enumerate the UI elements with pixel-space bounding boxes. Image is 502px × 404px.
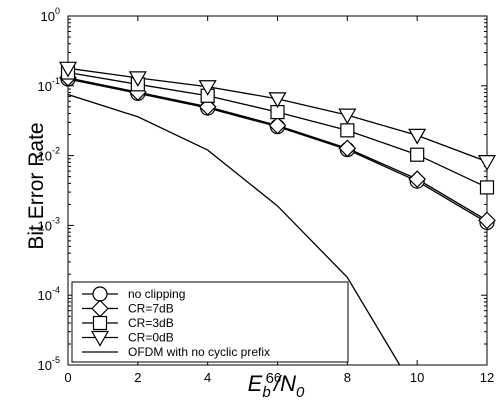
- x-tick-label: 0: [64, 370, 71, 385]
- data-point-series-2: [340, 123, 355, 138]
- data-point-series-3: [128, 71, 147, 88]
- data-point-series-3: [58, 61, 78, 78]
- y-axis-label: Bit Error Rate: [25, 122, 48, 249]
- data-point-series-3: [338, 108, 357, 125]
- data-point-series-1: [338, 139, 357, 158]
- data-point-series-3: [268, 92, 287, 109]
- y-tick-label: 10-4: [38, 285, 60, 303]
- x-tick-label: 4: [204, 370, 211, 385]
- x-tick-label: 8: [344, 370, 351, 385]
- y-tick-label: 10-5: [38, 355, 60, 373]
- legend-marker: [92, 286, 108, 302]
- data-point-series-2: [479, 180, 495, 195]
- data-point-series-1: [268, 116, 287, 135]
- x-tick-label: 10: [410, 370, 424, 385]
- legend-item: OFDM with no cyclic prefix: [82, 345, 270, 359]
- legend-box: [71, 281, 349, 363]
- legend-label: OFDM with no cyclic prefix: [128, 345, 270, 359]
- legend-item: no clipping: [82, 286, 185, 302]
- x-tick-label: 6: [274, 370, 281, 385]
- plot-layer: 0 2 4 6 8 10 12 100 10-1 10-2 10-3 10-4 10-5 no clipp…: [38, 6, 497, 385]
- legend-label: CR=3dB: [128, 316, 174, 330]
- legend-item: CR=3dB: [82, 315, 174, 331]
- legend-label: CR=0dB: [128, 331, 174, 345]
- y-tick-label: 100: [41, 6, 60, 24]
- series-line-4: [68, 93, 401, 365]
- data-point-series-1: [408, 170, 427, 188]
- data-point-series-3: [477, 155, 497, 171]
- data-point-series-1: [478, 211, 496, 230]
- legend-marker: [90, 330, 110, 347]
- x-tick-label: 12: [480, 370, 494, 385]
- x-axis-label: Eb6/N0: [248, 370, 305, 401]
- y-tick-label: 10-3: [38, 215, 60, 233]
- legend-label: CR=7dB: [128, 302, 174, 316]
- legend-marker: [92, 315, 108, 331]
- x-tick-label: 2: [134, 370, 141, 385]
- y-tick-label: 10-1: [38, 76, 60, 94]
- data-point-series-2: [410, 147, 425, 162]
- legend-label: no clipping: [128, 287, 185, 301]
- legend-item: CR=0dB: [82, 330, 174, 347]
- y-tick-label: 10-2: [38, 146, 60, 164]
- legend-item: CR=7dB: [82, 299, 174, 318]
- data-point-series-3: [198, 80, 217, 96]
- data-point-series-3: [408, 128, 427, 145]
